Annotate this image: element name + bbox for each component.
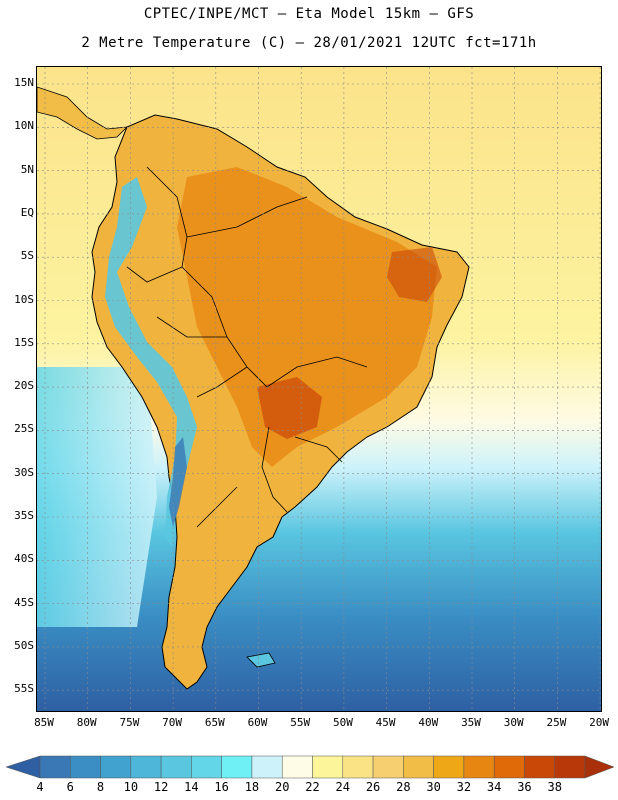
colorbar-under-arrow: [5, 755, 41, 779]
latitude-label: 20S: [14, 379, 34, 393]
central-america: [37, 86, 129, 140]
colorbar-label: 16: [214, 780, 229, 794]
colorbar-segment: [493, 755, 525, 779]
colorbar-segment: [100, 755, 132, 779]
colorbar-segment: [403, 755, 434, 779]
hot-interior-region: [177, 167, 437, 467]
colorbar-label: 38: [547, 780, 562, 794]
latitude-label: 25S: [14, 422, 34, 436]
andes-coldest-core: [169, 437, 187, 527]
colorbar-segment: [554, 755, 586, 779]
longitude-label: 30W: [503, 716, 524, 729]
colorbar-label: 12: [153, 780, 169, 794]
longitude-label: 80W: [76, 716, 97, 729]
colorbar-segment: [130, 755, 162, 779]
map-title-line1: CPTEC/INPE/MCT – Eta Model 15km – GFS: [143, 6, 475, 22]
colorbar-label: 30: [426, 780, 441, 794]
longitude-label: 65W: [204, 716, 225, 729]
longitude-label: 25W: [546, 716, 567, 729]
latitude-label: 50S: [14, 638, 34, 652]
longitude-label: 85W: [34, 716, 54, 729]
color-scale-bar: [5, 755, 615, 779]
colorbar-label: 8: [96, 780, 105, 794]
temperature-map: [37, 67, 601, 711]
colorbar-label: 6: [66, 780, 74, 794]
hottest-region: [257, 377, 322, 439]
falkland-islands: [246, 652, 276, 668]
longitude-label: 70W: [162, 716, 183, 729]
latitude-label: 30S: [14, 465, 34, 479]
latitude-label: 10S: [14, 292, 34, 306]
longitude-label: 75W: [119, 716, 140, 729]
latitude-label: 15N: [14, 76, 34, 89]
colorbar-segment: [342, 755, 374, 779]
colorbar-label: 10: [123, 780, 139, 794]
colorbar-label: 26: [365, 780, 381, 794]
latitude-label: EQ: [20, 205, 34, 219]
colorbar-segment: [372, 755, 404, 779]
longitude-label: 45W: [375, 716, 396, 729]
latitude-label: 15S: [14, 335, 34, 349]
colorbar-label: 14: [184, 780, 199, 794]
andes-cold-strip: [105, 177, 197, 547]
colorbar-label: 4: [36, 780, 44, 794]
colorbar-label: 36: [517, 780, 532, 794]
latitude-label: 5S: [20, 249, 34, 263]
colorbar-label: 34: [486, 780, 502, 794]
map-title-line2: 2 Metre Temperature (C) – 28/01/2021 12U…: [81, 35, 537, 51]
longitude-label: 55W: [290, 716, 311, 729]
longitude-label: 20W: [589, 716, 610, 729]
longitude-label: 60W: [247, 716, 268, 729]
colorbar-segment: [70, 755, 101, 779]
longitude-label: 50W: [332, 716, 353, 729]
latitude-label: 55S: [14, 682, 34, 696]
colorbar-segment: [433, 755, 465, 779]
colorbar-over-arrow: [584, 755, 615, 779]
colorbar-segment: [191, 755, 222, 779]
colorbar-segment: [160, 755, 192, 779]
colorbar-segment: [221, 755, 253, 779]
hottest-region-northeast: [387, 247, 442, 302]
latitude-label: 10N: [14, 119, 34, 133]
colorbar-segment: [39, 755, 71, 779]
latitude-label: 45S: [14, 595, 34, 609]
colorbar-label: 28: [396, 780, 411, 794]
map-panel: [36, 66, 602, 712]
colorbar-label: 22: [305, 780, 320, 794]
colorbar-segment: [463, 755, 495, 779]
colorbar-segment: [524, 755, 555, 779]
colorbar-segment: [251, 755, 283, 779]
latitude-label: 35S: [14, 509, 34, 522]
colorbar-label: 24: [335, 780, 350, 794]
colorbar-label: 20: [274, 780, 290, 794]
colorbar-segment: [281, 755, 313, 779]
latitude-label: 5N: [20, 162, 34, 176]
graticule: [37, 67, 601, 711]
colorbar-segment: [312, 755, 344, 779]
colorbar-label: 32: [456, 780, 472, 794]
longitude-label: 35W: [461, 716, 481, 729]
latitude-label: 40S: [14, 552, 34, 566]
pacific-cool-band: [37, 367, 157, 627]
longitude-label: 40W: [418, 716, 439, 729]
colorbar-label: 18: [244, 780, 260, 794]
